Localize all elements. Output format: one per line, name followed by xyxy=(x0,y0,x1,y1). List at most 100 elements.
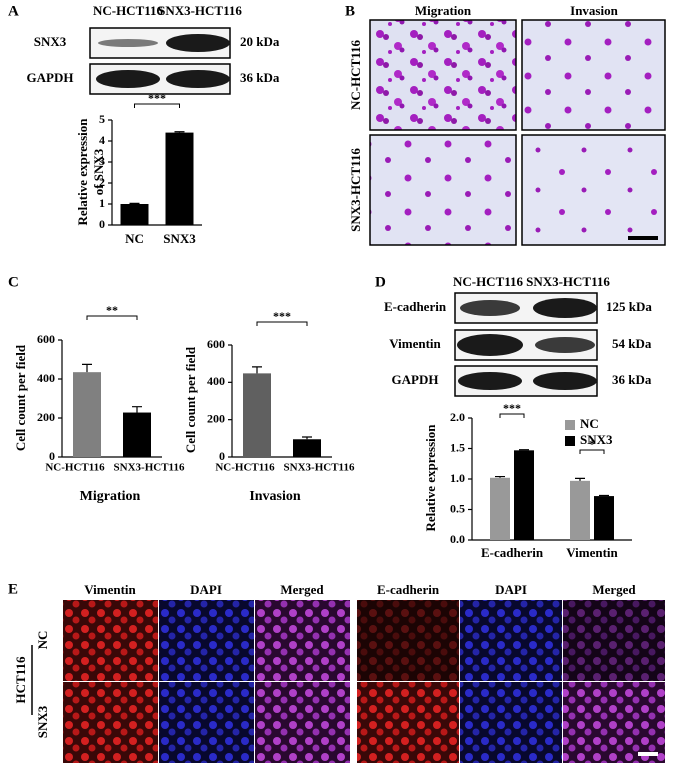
chart-title: Invasion xyxy=(249,489,301,504)
blot-band xyxy=(96,70,160,88)
blot-size: 125 kDa xyxy=(606,299,652,314)
x-tick-label: SNX3-HCT116 xyxy=(284,462,355,474)
y-tick-label: 600 xyxy=(37,332,55,346)
blot-size: 36 kDa xyxy=(240,70,280,85)
blot-band xyxy=(98,39,158,47)
error-bar xyxy=(252,366,262,374)
y-axis-label: Cell count per field xyxy=(13,344,28,451)
legend-label: SNX3 xyxy=(580,432,613,447)
error-bar xyxy=(132,406,142,413)
y-axis-label: Relative expression xyxy=(75,118,90,226)
y-tick-label: 400 xyxy=(207,374,225,388)
blot-band xyxy=(535,337,595,353)
scale-bar xyxy=(628,236,658,240)
significance-bracket xyxy=(134,103,180,108)
blot-column: SNX3-HCT116 xyxy=(526,274,610,289)
image-column: Migration xyxy=(415,3,472,18)
y-tick-label: 1 xyxy=(99,196,105,210)
blot-band xyxy=(458,372,522,390)
image-row: SNX3 xyxy=(35,705,50,738)
blot-band xyxy=(460,300,520,316)
y-tick-label: 0.5 xyxy=(450,501,465,515)
fluorescence-image xyxy=(460,600,562,681)
bar xyxy=(120,204,149,225)
blot-band xyxy=(166,70,230,88)
image-column: E-cadherin xyxy=(377,582,440,597)
bar xyxy=(514,450,534,540)
scale-bar xyxy=(638,752,658,756)
bar xyxy=(490,477,510,540)
error-bar xyxy=(519,449,529,451)
blot-size: 54 kDa xyxy=(612,336,652,351)
y-tick-label: 600 xyxy=(207,337,225,351)
chart-title: Migration xyxy=(80,489,141,504)
fluorescence-image xyxy=(159,682,254,763)
image-column: Merged xyxy=(280,582,324,597)
x-tick-label: Vimentin xyxy=(566,545,618,560)
micrograph xyxy=(521,134,666,246)
legend-swatch xyxy=(565,436,575,446)
image-row: NC xyxy=(35,631,50,650)
y-tick-label: 200 xyxy=(37,410,55,424)
image-column: Vimentin xyxy=(84,582,136,597)
fluorescence-image xyxy=(255,600,350,681)
significance-label: *** xyxy=(148,91,166,105)
blot-band xyxy=(166,34,230,52)
image-column: Invasion xyxy=(570,3,618,18)
panel-label: A xyxy=(8,3,19,19)
x-tick-label: SNX3-HCT116 xyxy=(114,462,185,474)
blot-protein: SNX3 xyxy=(34,34,67,49)
blot-protein: E-cadherin xyxy=(384,299,447,314)
fluorescence-image xyxy=(63,682,158,763)
blot-band xyxy=(533,298,597,318)
x-tick-label: NC-HCT116 xyxy=(45,462,105,474)
y-tick-label: 1.0 xyxy=(450,471,465,485)
significance-label: *** xyxy=(273,309,291,323)
fluorescence-image xyxy=(460,682,562,763)
y-axis-label: of SNX3 xyxy=(91,148,106,195)
blot-band xyxy=(533,372,597,390)
fluorescence-image xyxy=(357,682,459,763)
blot-band xyxy=(457,334,523,356)
panel-label: E xyxy=(8,581,18,597)
y-tick-label: 0 xyxy=(99,217,105,231)
y-tick-label: 2.0 xyxy=(450,410,465,424)
y-axis-label: Relative expression xyxy=(423,424,438,532)
micrograph xyxy=(369,134,517,246)
micrograph xyxy=(369,19,517,131)
x-tick-label: E-cadherin xyxy=(481,545,544,560)
y-tick-label: 400 xyxy=(37,371,55,385)
blot-column: NC-HCT116 xyxy=(453,274,524,289)
error-bar xyxy=(599,494,609,497)
image-column: DAPI xyxy=(495,582,527,597)
image-column: Merged xyxy=(592,582,636,597)
y-tick-label: 3 xyxy=(99,154,105,168)
x-tick-label: SNX3 xyxy=(163,231,196,246)
x-tick-label: NC xyxy=(125,231,144,246)
y-tick-label: 0 xyxy=(49,449,55,463)
fluorescence-image xyxy=(563,600,665,681)
bar xyxy=(243,373,271,457)
panel-label: D xyxy=(375,274,386,290)
significance-bracket xyxy=(499,413,525,418)
error-bar xyxy=(302,436,312,440)
fluorescence-image xyxy=(63,600,158,681)
y-tick-label: 200 xyxy=(207,411,225,425)
y-tick-label: 1.5 xyxy=(450,440,465,454)
panel-label: C xyxy=(8,274,19,290)
blot-column: SNX3-HCT116 xyxy=(158,3,242,18)
fluorescence-image xyxy=(357,600,459,681)
micrograph xyxy=(521,19,666,131)
y-tick-label: 0.0 xyxy=(450,532,465,546)
blot-protein: GAPDH xyxy=(27,70,74,85)
fluorescence-image xyxy=(563,682,665,763)
significance-bracket xyxy=(256,321,308,326)
image-row: NC-HCT116 xyxy=(348,39,363,110)
bar xyxy=(73,372,101,457)
y-axis-label: Cell count per field xyxy=(183,346,198,453)
fluorescence-grid xyxy=(63,600,665,763)
y-tick-label: 4 xyxy=(99,133,105,147)
legend-label: NC xyxy=(580,416,599,431)
y-tick-label: 0 xyxy=(219,449,225,463)
